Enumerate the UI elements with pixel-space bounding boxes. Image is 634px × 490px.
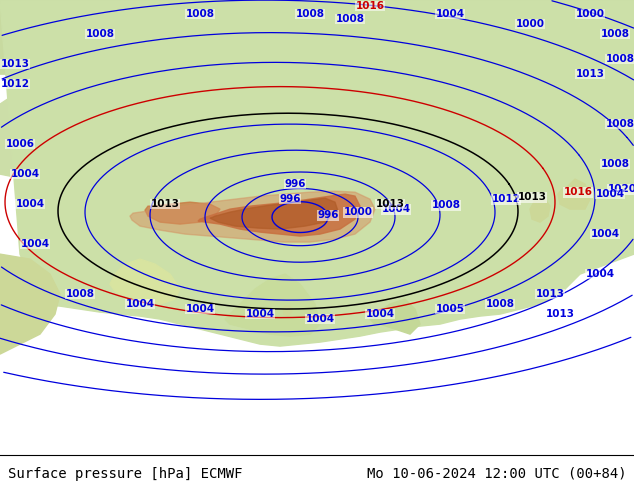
Text: 1008: 1008 — [335, 14, 365, 24]
Text: 1013: 1013 — [517, 192, 547, 202]
Text: 1000: 1000 — [515, 19, 545, 29]
Polygon shape — [198, 194, 360, 236]
Text: 996: 996 — [284, 179, 306, 189]
Text: Mo 10-06-2024 12:00 UTC (00+84): Mo 10-06-2024 12:00 UTC (00+84) — [366, 467, 626, 481]
Text: 1008: 1008 — [486, 299, 515, 309]
Text: 1008: 1008 — [605, 54, 634, 64]
Polygon shape — [210, 198, 338, 229]
Text: 1016: 1016 — [356, 1, 384, 11]
Text: 996: 996 — [317, 210, 339, 220]
Polygon shape — [283, 306, 292, 316]
Polygon shape — [110, 259, 180, 304]
Polygon shape — [0, 0, 634, 214]
Text: 1004: 1004 — [20, 239, 49, 249]
Text: 1004: 1004 — [365, 309, 394, 319]
Text: 1008: 1008 — [186, 9, 214, 19]
Polygon shape — [145, 202, 220, 224]
Polygon shape — [0, 254, 60, 354]
Polygon shape — [225, 274, 320, 336]
Text: 1013: 1013 — [150, 199, 179, 209]
Text: 996: 996 — [279, 194, 301, 204]
Polygon shape — [0, 0, 634, 76]
Text: 1000: 1000 — [576, 9, 604, 19]
Text: 1012: 1012 — [1, 79, 30, 89]
Text: 1013: 1013 — [375, 199, 404, 209]
Text: 1000: 1000 — [344, 207, 373, 217]
Polygon shape — [530, 199, 550, 222]
Text: 1016: 1016 — [564, 187, 593, 197]
Text: 1004: 1004 — [436, 9, 465, 19]
Text: 1013: 1013 — [576, 69, 604, 79]
Polygon shape — [558, 179, 590, 209]
Text: 1004: 1004 — [126, 299, 155, 309]
Polygon shape — [370, 299, 420, 334]
Text: 1005: 1005 — [436, 304, 465, 314]
Text: 1008: 1008 — [295, 9, 325, 19]
Text: 1004: 1004 — [185, 304, 214, 314]
Text: 1008: 1008 — [600, 159, 630, 169]
Text: 1008: 1008 — [86, 29, 115, 39]
Text: 1013: 1013 — [1, 59, 30, 69]
Text: 1006: 1006 — [6, 139, 34, 149]
Text: 1020: 1020 — [607, 184, 634, 194]
Text: 1008: 1008 — [65, 289, 94, 299]
Text: 1004: 1004 — [585, 269, 614, 279]
Text: 1013: 1013 — [545, 309, 574, 319]
Text: 1008: 1008 — [432, 200, 460, 210]
Text: 1004: 1004 — [590, 229, 619, 239]
Text: 1004: 1004 — [306, 314, 335, 324]
Text: 1004: 1004 — [382, 204, 411, 214]
Text: 1012: 1012 — [491, 194, 521, 204]
Text: 1004: 1004 — [245, 309, 275, 319]
Text: 1004: 1004 — [10, 169, 39, 179]
Text: 1008: 1008 — [600, 29, 630, 39]
Text: 1008: 1008 — [605, 119, 634, 129]
Text: Surface pressure [hPa] ECMWF: Surface pressure [hPa] ECMWF — [8, 467, 242, 481]
Text: 1004: 1004 — [15, 199, 44, 209]
Polygon shape — [130, 191, 375, 242]
Polygon shape — [0, 0, 634, 346]
Text: 1013: 1013 — [536, 289, 564, 299]
Text: 1004: 1004 — [595, 189, 624, 199]
